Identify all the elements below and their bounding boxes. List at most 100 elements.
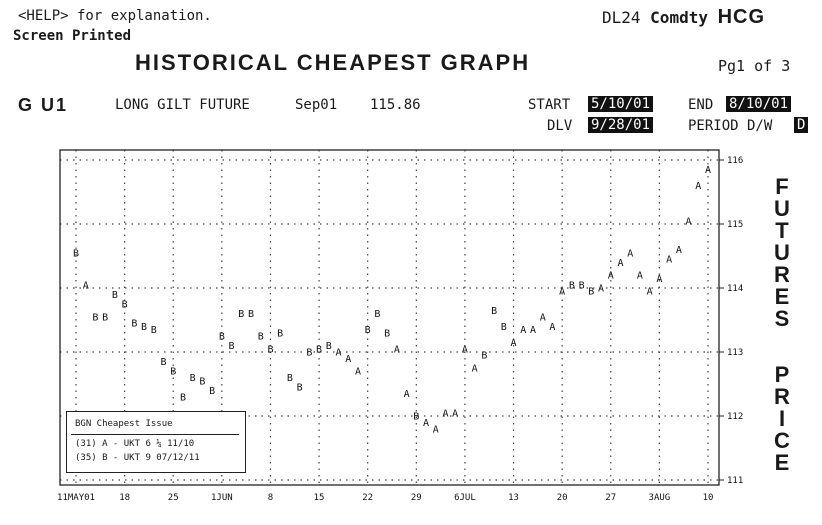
futures-letter: U <box>774 196 790 221</box>
data-point-b: B <box>199 376 205 387</box>
data-point-a: A <box>540 312 546 323</box>
data-point-b: B <box>481 351 487 362</box>
data-point-b: B <box>306 348 312 359</box>
y-tick-label: 112 <box>727 412 743 422</box>
data-point-a: A <box>559 287 565 298</box>
page-title: HISTORICAL CHEAPEST GRAPH <box>135 50 531 75</box>
period-field[interactable]: D <box>794 117 809 133</box>
futures-letter: T <box>775 218 789 243</box>
legend-divider <box>71 434 239 469</box>
x-tick-label: 29 <box>411 493 422 503</box>
data-point-a: A <box>336 348 342 359</box>
x-tick-label: 15 <box>314 493 325 503</box>
data-point-b: B <box>326 341 332 352</box>
data-point-b: B <box>238 309 244 320</box>
data-point-a: A <box>695 181 701 192</box>
y-tick-label: 114 <box>727 284 743 294</box>
data-point-a: A <box>705 165 711 176</box>
page-indicator[interactable]: Pg1 of 3 <box>718 57 791 75</box>
data-point-b: B <box>73 248 79 259</box>
data-point-a: A <box>472 364 478 375</box>
plot-frame <box>59 149 720 486</box>
security-code: DL24 Comdty HCG <box>602 6 765 29</box>
data-point-b: B <box>501 322 507 333</box>
data-point-a: A <box>520 325 526 336</box>
data-point-a: A <box>656 274 662 285</box>
data-point-a: A <box>83 280 89 291</box>
data-point-b: B <box>365 325 371 336</box>
x-tick-label: 11MAY01 <box>57 493 95 503</box>
x-tick-label: 3AUG <box>649 493 671 503</box>
y-tick-label: 113 <box>727 348 743 358</box>
start-label: START <box>528 97 571 113</box>
data-point-b: B <box>180 392 186 403</box>
futures-price: 115.86 <box>370 97 421 113</box>
data-point-b: B <box>122 300 128 311</box>
data-point-a: A <box>530 325 536 336</box>
end-date-field[interactable]: 8/10/01 <box>726 96 792 112</box>
security-description: LONG GILT FUTURE <box>115 97 250 113</box>
data-point-b: B <box>267 344 273 355</box>
data-point-a: A <box>394 344 400 355</box>
data-point-b: B <box>151 325 157 336</box>
data-point-b: B <box>229 341 235 352</box>
data-point-a: A <box>549 322 555 333</box>
contract-month: Sep01 <box>295 97 338 113</box>
price-letter: P <box>774 362 790 387</box>
price-letter: I <box>778 406 786 431</box>
help-hint: <HELP> for explanation. <box>18 8 212 24</box>
data-point-a: A <box>442 408 448 419</box>
data-point-b: B <box>491 306 497 317</box>
price-letter: E <box>774 450 790 475</box>
data-point-b: B <box>579 280 585 291</box>
data-point-a: A <box>608 271 614 282</box>
data-point-a: A <box>511 338 517 349</box>
data-point-b: B <box>190 373 196 384</box>
data-point-b: B <box>92 312 98 323</box>
data-point-b: B <box>277 328 283 339</box>
x-tick-label: 10 <box>703 493 714 503</box>
data-point-b: B <box>588 287 594 298</box>
code-prefix: DL24 <box>602 8 641 27</box>
y-tick-label: 116 <box>727 156 743 166</box>
data-point-b: B <box>287 373 293 384</box>
data-point-b: B <box>131 319 137 330</box>
screen-printed-label: Screen Printed <box>13 28 132 44</box>
legend-title: BGN Cheapest Issue <box>75 419 173 429</box>
data-point-b: B <box>160 357 166 368</box>
data-point-a: A <box>627 248 633 259</box>
data-point-b: B <box>569 280 575 291</box>
x-tick-label: 22 <box>362 493 373 503</box>
legend-item-b: (35) B - UKT 9 07/12/11 <box>75 453 200 463</box>
data-point-a: A <box>452 408 458 419</box>
futures-letter: R <box>774 262 790 287</box>
data-point-b: B <box>141 322 147 333</box>
x-tick-label: 20 <box>557 493 568 503</box>
data-point-a: A <box>676 245 682 256</box>
data-point-a: A <box>666 255 672 266</box>
data-point-a: A <box>617 258 623 269</box>
delivery-date-field[interactable]: 9/28/01 <box>588 117 654 133</box>
y-tick-label: 115 <box>727 220 743 230</box>
data-point-b: B <box>374 309 380 320</box>
code-comdty: Comdty <box>650 8 708 27</box>
data-point-a: A <box>462 344 468 355</box>
data-point-a: A <box>686 216 692 227</box>
data-point-b: B <box>258 332 264 343</box>
x-tick-label: 6JUL <box>454 493 476 503</box>
period-label: PERIOD D/W <box>688 118 773 134</box>
function-code[interactable]: HCG <box>717 6 766 28</box>
x-tick-label: 25 <box>168 493 179 503</box>
data-point-b: B <box>170 367 176 378</box>
start-date-field[interactable]: 5/10/01 <box>588 96 654 112</box>
futures-letter: E <box>774 284 790 309</box>
x-tick-label: 8 <box>268 493 273 503</box>
y-tick-label: 111 <box>727 476 743 486</box>
data-point-b: B <box>384 328 390 339</box>
data-point-a: A <box>423 418 429 429</box>
futures-letter: F <box>775 174 789 199</box>
